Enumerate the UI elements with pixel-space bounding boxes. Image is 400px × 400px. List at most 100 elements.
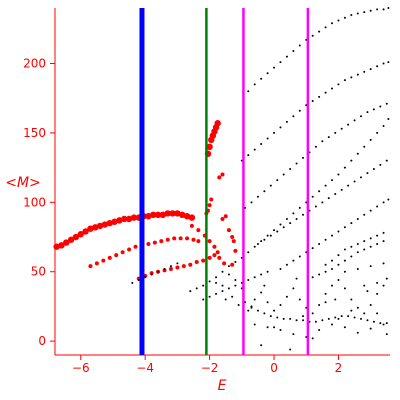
data-point <box>376 312 379 315</box>
data-point <box>369 209 372 212</box>
data-point <box>324 292 327 295</box>
data-point <box>334 298 337 301</box>
data-point <box>223 214 228 219</box>
data-point <box>356 331 359 334</box>
data-point <box>363 248 366 251</box>
data-point <box>266 326 269 329</box>
data-point <box>217 255 222 260</box>
data-point <box>311 276 314 279</box>
data-point <box>331 259 334 262</box>
data-point <box>260 273 263 276</box>
data-point <box>237 304 240 307</box>
data-point <box>165 237 170 242</box>
data-point <box>376 234 379 237</box>
data-point <box>185 236 190 241</box>
data-point <box>77 231 84 238</box>
data-point <box>298 109 301 112</box>
data-point <box>356 152 359 155</box>
data-point <box>318 304 321 307</box>
data-point <box>372 108 375 111</box>
data-point <box>324 26 327 29</box>
data-point <box>302 319 305 322</box>
data-point <box>350 309 353 312</box>
y-tick-label: 0 <box>38 334 46 348</box>
data-point <box>169 210 176 217</box>
data-point <box>285 55 288 58</box>
data-point <box>256 242 259 245</box>
data-point <box>331 234 334 237</box>
data-point <box>360 176 363 179</box>
data-point <box>276 230 279 233</box>
data-point <box>181 264 186 269</box>
data-point <box>260 77 263 80</box>
data-point <box>347 123 350 126</box>
data-point <box>260 291 263 294</box>
data-point <box>382 8 385 11</box>
data-point <box>350 255 353 258</box>
data-point <box>292 115 295 118</box>
data-point <box>279 329 282 332</box>
data-point <box>356 73 359 76</box>
data-point <box>324 301 327 304</box>
data-point <box>263 238 266 241</box>
data-point <box>111 218 118 225</box>
data-point <box>382 124 385 127</box>
data-point <box>231 295 234 298</box>
data-point <box>318 273 321 276</box>
data-point <box>250 201 253 204</box>
data-point <box>285 295 288 298</box>
data-point <box>269 315 272 318</box>
data-point <box>137 279 140 282</box>
data-point <box>387 198 390 201</box>
data-point <box>130 214 138 221</box>
data-point <box>376 292 379 295</box>
x-tick-label: −4 <box>136 361 154 375</box>
data-point <box>331 323 334 326</box>
data-point <box>314 320 317 323</box>
data-point <box>376 281 379 284</box>
data-point <box>220 216 225 221</box>
data-point <box>318 329 321 332</box>
data-point <box>133 244 138 249</box>
data-point <box>247 90 250 93</box>
data-point <box>331 179 334 182</box>
data-point <box>337 317 340 320</box>
data-point <box>382 231 385 234</box>
data-point <box>337 279 340 282</box>
data-point <box>324 238 327 241</box>
data-point <box>366 319 369 322</box>
data-point <box>327 317 330 320</box>
data-point <box>227 287 230 290</box>
data-point <box>206 143 213 150</box>
data-point <box>279 223 282 226</box>
data-point <box>269 184 272 187</box>
data-point <box>302 156 305 159</box>
data-point <box>321 319 324 322</box>
data-point <box>350 13 353 16</box>
data-point <box>273 131 276 134</box>
data-point <box>176 262 179 265</box>
data-point <box>343 166 346 169</box>
data-point <box>101 221 109 228</box>
data-point <box>87 225 94 232</box>
data-point <box>234 279 237 282</box>
data-point <box>282 317 285 320</box>
data-point <box>163 267 166 270</box>
data-point <box>363 70 366 73</box>
x-tick-label: −2 <box>201 361 219 375</box>
data-point <box>260 240 263 243</box>
data-point <box>208 280 211 283</box>
data-point <box>369 237 372 240</box>
data-point <box>311 195 314 198</box>
data-point <box>164 210 171 217</box>
data-point <box>222 261 227 266</box>
data-point <box>289 222 292 225</box>
data-point <box>227 265 230 268</box>
data-point <box>285 120 288 123</box>
data-point <box>331 87 334 90</box>
data-point <box>67 236 75 243</box>
data-point <box>207 255 212 260</box>
data-point <box>311 247 314 250</box>
data-point <box>302 213 305 216</box>
